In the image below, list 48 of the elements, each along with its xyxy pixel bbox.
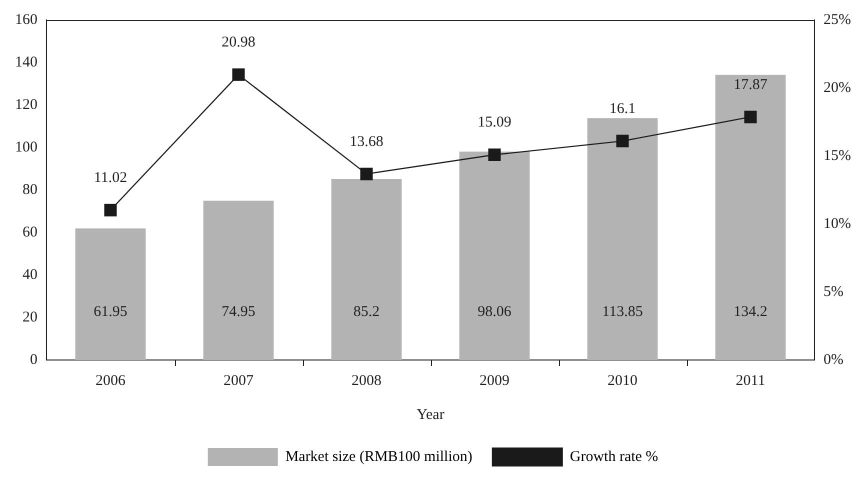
y2-tick-label: 20% [824, 80, 852, 96]
legend-label: Market size (RMB100 million) [285, 448, 472, 465]
y-tick-label: 60 [22, 224, 38, 240]
y-tick-label: 120 [15, 96, 38, 113]
x-tick-label: 2010 [608, 372, 638, 389]
data-label: 16.1 [609, 100, 636, 117]
bar [203, 200, 274, 360]
legend-label: Growth rate % [570, 448, 658, 465]
data-label: 17.87 [734, 76, 768, 93]
y-tick-label: 0 [30, 352, 38, 368]
data-label: 61.95 [94, 304, 128, 320]
y2-tick-label: 0% [824, 352, 844, 368]
x-tick-label: 2009 [480, 372, 510, 389]
y-tick-label: 100 [15, 139, 38, 156]
data-label: 134.2 [734, 304, 768, 320]
y-tick-label: 20 [22, 309, 38, 326]
point [488, 148, 501, 162]
data-label: 20.98 [222, 34, 256, 51]
point [616, 134, 629, 148]
bar [715, 74, 786, 360]
bar [331, 178, 402, 360]
data-label: 85.2 [353, 304, 380, 320]
x-axis-title: Year [416, 406, 444, 423]
y2-tick-label: 25% [824, 12, 852, 28]
x-tick-label: 2008 [352, 372, 382, 389]
y-tick-label: 140 [15, 54, 38, 70]
y2-tick-label: 15% [824, 148, 852, 164]
data-label: 74.95 [222, 304, 256, 320]
point [104, 204, 117, 216]
point [744, 110, 757, 124]
y-tick-label: 40 [22, 266, 38, 283]
data-label: 15.09 [478, 114, 512, 131]
data-label: 11.02 [94, 170, 128, 186]
bar [459, 152, 530, 360]
bar [587, 118, 658, 360]
bar [75, 228, 146, 360]
x-tick-label: 2006 [96, 372, 126, 389]
y2-tick-label: 10% [824, 216, 852, 232]
x-tick-label: 2011 [736, 372, 766, 389]
x-tick-label: 2007 [224, 372, 254, 389]
y-tick-label: 80 [22, 182, 38, 198]
point [360, 168, 373, 180]
data-label: 98.06 [478, 304, 512, 320]
y2-tick-label: 5% [824, 284, 844, 300]
y-tick-label: 160 [15, 12, 38, 28]
data-label: 113.85 [602, 304, 643, 320]
data-label: 13.68 [350, 134, 384, 150]
point [232, 68, 245, 81]
